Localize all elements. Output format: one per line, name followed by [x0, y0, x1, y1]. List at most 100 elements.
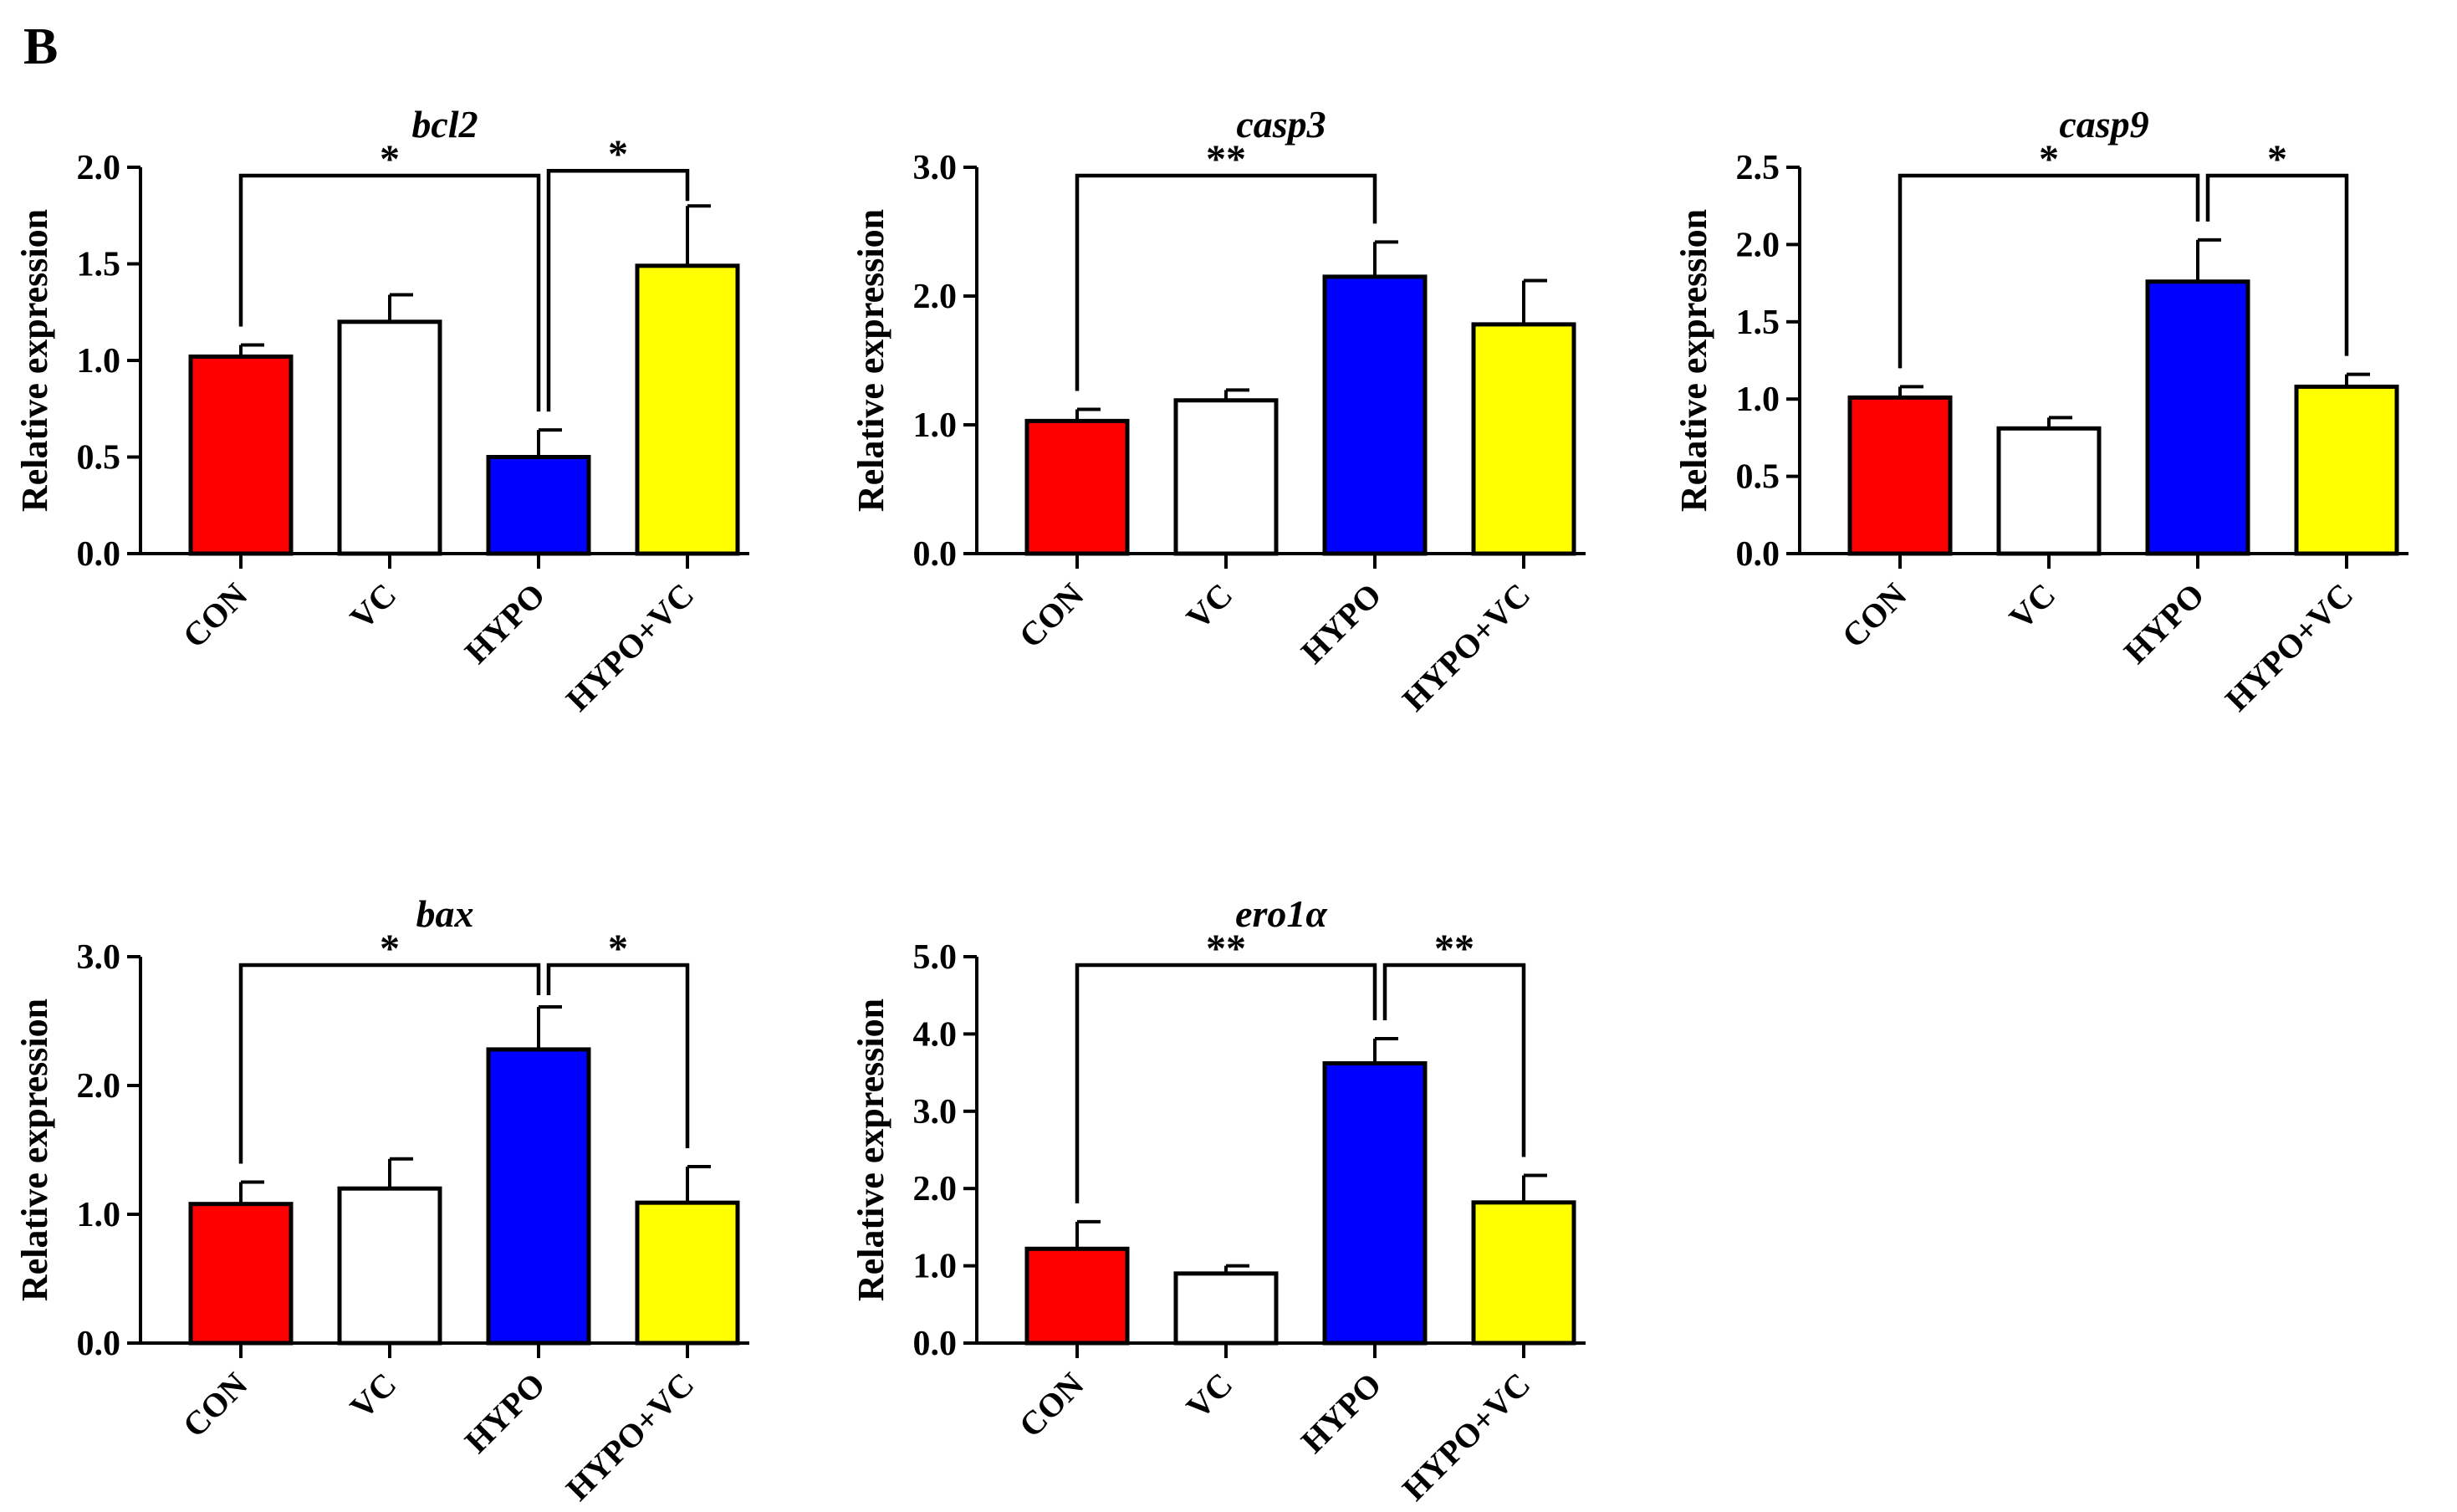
y-tick-label: 1.0: [913, 1248, 958, 1286]
significance-label: *: [2039, 137, 2059, 181]
bar-vc: [1173, 398, 1279, 556]
chart-1: casp3 Relative expression 0.0 1.0 2.0 3.0 CON V…: [850, 103, 1586, 718]
significance-bracket: [1898, 173, 2200, 369]
chart-title: casp3: [1236, 103, 1326, 146]
y-tick-label: 3.0: [913, 149, 958, 187]
significance-label: *: [380, 927, 400, 971]
bar-vc: [337, 319, 442, 556]
y-tick-label: 0.0: [77, 1325, 121, 1363]
y-axis-label: Relative expression: [1673, 209, 1714, 512]
significance-bracket: [1075, 963, 1377, 1203]
x-tick-label: CON: [1835, 575, 1914, 655]
y-tick-label: 0.5: [77, 439, 121, 478]
bar-hypo-plus-vc: [635, 1200, 740, 1346]
x-tick-label: CON: [1012, 575, 1091, 655]
bar-con: [188, 354, 294, 556]
x-tick-label: HYPO+VC: [559, 576, 702, 719]
y-tick-label: 1.0: [77, 1196, 121, 1234]
chart-2: casp9 Relative expression 0.0 0.5 1.0 1.5 2.0 2…: [1673, 103, 2408, 718]
significance-label: **: [1206, 927, 1246, 971]
x-tick-label: HYPO+VC: [1395, 576, 1538, 719]
y-axis-label: Relative expression: [14, 999, 55, 1301]
x-tick-label: CON: [176, 1365, 255, 1444]
chart-title: bcl2: [411, 103, 478, 146]
bar-hypo-plus-vc: [635, 263, 740, 556]
y-tick-label: 0.0: [77, 535, 121, 574]
y-tick-label: 0.0: [913, 1325, 958, 1363]
x-tick-label: VC: [343, 576, 404, 637]
panel-label: B: [23, 18, 58, 75]
x-tick-label: HYPO: [1294, 1366, 1389, 1461]
bar-hypo-plus-vc: [1471, 322, 1576, 556]
x-tick-label: VC: [1179, 576, 1240, 637]
x-tick-label: HYPO+VC: [559, 1366, 702, 1509]
significance-bracket: [1075, 173, 1377, 391]
x-tick-label: HYPO: [2117, 576, 2212, 672]
bar-con: [1847, 395, 1953, 556]
y-tick-label: 0.5: [1736, 458, 1780, 497]
x-tick-label: CON: [176, 575, 255, 655]
significance-label: *: [380, 137, 400, 181]
y-tick-label: 2.0: [913, 278, 958, 316]
significance-bracket: [1382, 963, 1526, 1157]
bar-hypo-plus-vc: [2294, 384, 2399, 556]
x-tick-label: VC: [1179, 1366, 1240, 1427]
x-tick-label: VC: [2002, 576, 2063, 637]
chart-0: bcl2 Relative expression 0.0 0.5 1.0 1.5 2.0 CO…: [14, 103, 749, 718]
x-tick-label: HYPO: [1294, 576, 1389, 672]
y-tick-label: 1.5: [77, 246, 121, 284]
y-tick-label: 2.0: [1736, 226, 1780, 264]
bar-vc: [1996, 426, 2102, 556]
y-tick-label: 1.0: [77, 342, 121, 381]
y-tick-label: 1.5: [1736, 304, 1780, 342]
y-tick-label: 5.0: [913, 938, 958, 977]
chart-title: casp9: [2059, 103, 2148, 146]
y-tick-label: 2.0: [913, 1170, 958, 1208]
x-tick-label: HYPO: [457, 1366, 553, 1461]
y-tick-label: 4.0: [913, 1015, 958, 1054]
significance-label: *: [608, 132, 628, 176]
y-tick-label: 2.5: [1736, 149, 1780, 187]
y-axis-label: Relative expression: [14, 209, 55, 512]
significance-bracket: [238, 173, 541, 412]
y-tick-label: 1.0: [1736, 381, 1780, 419]
x-tick-label: VC: [343, 1366, 404, 1427]
chart-title: bax: [416, 892, 474, 935]
significance-bracket: [546, 963, 690, 1149]
y-tick-label: 2.0: [77, 1067, 121, 1106]
bar-hypo: [486, 455, 591, 556]
significance-label: *: [608, 927, 628, 971]
y-tick-label: 1.0: [913, 406, 958, 445]
x-tick-label: CON: [1012, 1365, 1091, 1444]
bar-hypo: [486, 1047, 591, 1346]
bar-con: [1024, 418, 1130, 556]
bar-con: [188, 1202, 294, 1346]
significance-label: *: [2267, 137, 2287, 181]
significance-bracket: [2205, 173, 2349, 356]
bar-vc: [1173, 1271, 1279, 1346]
bar-hypo-plus-vc: [1471, 1200, 1576, 1346]
y-tick-label: 3.0: [77, 938, 121, 977]
significance-bracket: [238, 963, 541, 1164]
bar-vc: [337, 1186, 442, 1346]
bar-hypo: [1322, 274, 1428, 556]
significance-label: **: [1434, 927, 1474, 971]
chart-4: ero1α Relative expression 0.0 1.0 2.0 3.0 4.0 5…: [850, 892, 1586, 1508]
significance-label: **: [1206, 137, 1246, 181]
x-tick-label: HYPO+VC: [1395, 1366, 1538, 1509]
y-tick-label: 0.0: [1736, 535, 1780, 574]
x-tick-label: HYPO+VC: [2218, 576, 2361, 719]
chart-title: ero1α: [1235, 892, 1328, 935]
y-axis-label: Relative expression: [850, 209, 891, 512]
chart-3: bax Relative expression 0.0 1.0 2.0 3.0 CON VC H…: [14, 892, 749, 1508]
y-axis-label: Relative expression: [850, 999, 891, 1301]
y-tick-label: 0.0: [913, 535, 958, 574]
bar-con: [1024, 1246, 1130, 1346]
bar-hypo: [1322, 1061, 1428, 1346]
y-tick-label: 3.0: [913, 1093, 958, 1131]
y-tick-label: 2.0: [77, 149, 121, 187]
bar-hypo: [2145, 279, 2250, 556]
x-tick-label: HYPO: [457, 576, 553, 672]
significance-bracket: [546, 168, 690, 412]
